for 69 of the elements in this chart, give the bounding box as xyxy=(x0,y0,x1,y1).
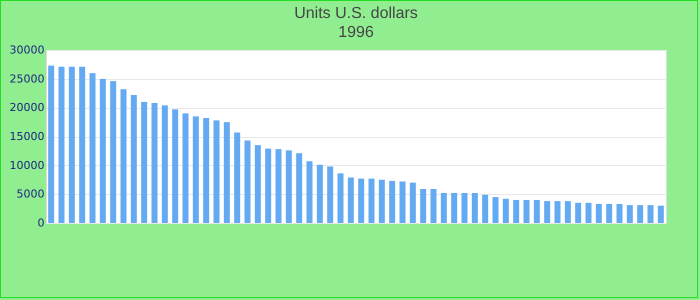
bar xyxy=(554,201,560,223)
bar xyxy=(79,66,86,223)
bar xyxy=(430,188,436,223)
bar xyxy=(276,149,282,223)
bar xyxy=(400,181,406,223)
y-tick-label: 10000 xyxy=(10,158,44,172)
bar xyxy=(348,177,354,223)
bar xyxy=(338,173,344,223)
bar xyxy=(48,66,54,223)
bar xyxy=(502,198,509,223)
y-tick-label: 0 xyxy=(38,216,44,230)
bar xyxy=(172,109,178,223)
bar xyxy=(182,113,188,223)
bar xyxy=(451,193,458,223)
bar xyxy=(420,188,426,223)
bar xyxy=(58,66,64,223)
bar xyxy=(306,161,312,223)
bar xyxy=(513,200,520,223)
bar xyxy=(492,197,498,223)
y-tick-label: 5000 xyxy=(16,188,44,201)
y-tick-label: 30000 xyxy=(10,44,44,56)
bar xyxy=(378,180,385,223)
y-tick-label: 25000 xyxy=(10,72,44,86)
bar xyxy=(534,200,540,223)
y-tick-label: 20000 xyxy=(10,101,44,114)
bar xyxy=(224,122,230,223)
bar xyxy=(586,202,592,223)
bar xyxy=(564,201,571,223)
bar xyxy=(637,205,644,223)
bar xyxy=(265,148,272,223)
bar xyxy=(482,194,488,223)
bar xyxy=(524,200,530,223)
bar xyxy=(120,89,126,223)
bar xyxy=(544,201,550,223)
bar xyxy=(234,132,240,223)
bar xyxy=(410,182,416,223)
bar xyxy=(472,193,478,223)
bar xyxy=(316,164,323,223)
bar xyxy=(130,94,137,223)
bar xyxy=(368,178,374,223)
bar xyxy=(244,140,250,223)
bar xyxy=(286,150,292,223)
bar xyxy=(296,153,302,223)
bar xyxy=(648,205,654,223)
y-tick-label: 15000 xyxy=(10,130,44,143)
bar xyxy=(596,204,602,223)
bar xyxy=(462,193,468,223)
bar xyxy=(327,166,334,223)
bar xyxy=(606,204,612,223)
bar xyxy=(68,66,75,223)
bar xyxy=(658,206,664,223)
bar xyxy=(90,73,96,223)
bar xyxy=(254,145,261,223)
bar xyxy=(358,178,364,223)
bar xyxy=(214,120,220,223)
bar xyxy=(192,116,199,223)
bar xyxy=(100,78,106,223)
bar xyxy=(616,204,622,223)
chart-title: Units U.S. dollars xyxy=(294,5,418,22)
bar xyxy=(626,205,633,223)
bar xyxy=(152,103,158,223)
chart-subtitle: 1996 xyxy=(338,24,374,41)
bar xyxy=(162,105,168,223)
bar xyxy=(203,118,210,223)
bar xyxy=(440,193,447,223)
bar xyxy=(389,180,396,223)
bar xyxy=(141,102,148,223)
bar xyxy=(110,81,116,223)
bar xyxy=(575,202,582,223)
